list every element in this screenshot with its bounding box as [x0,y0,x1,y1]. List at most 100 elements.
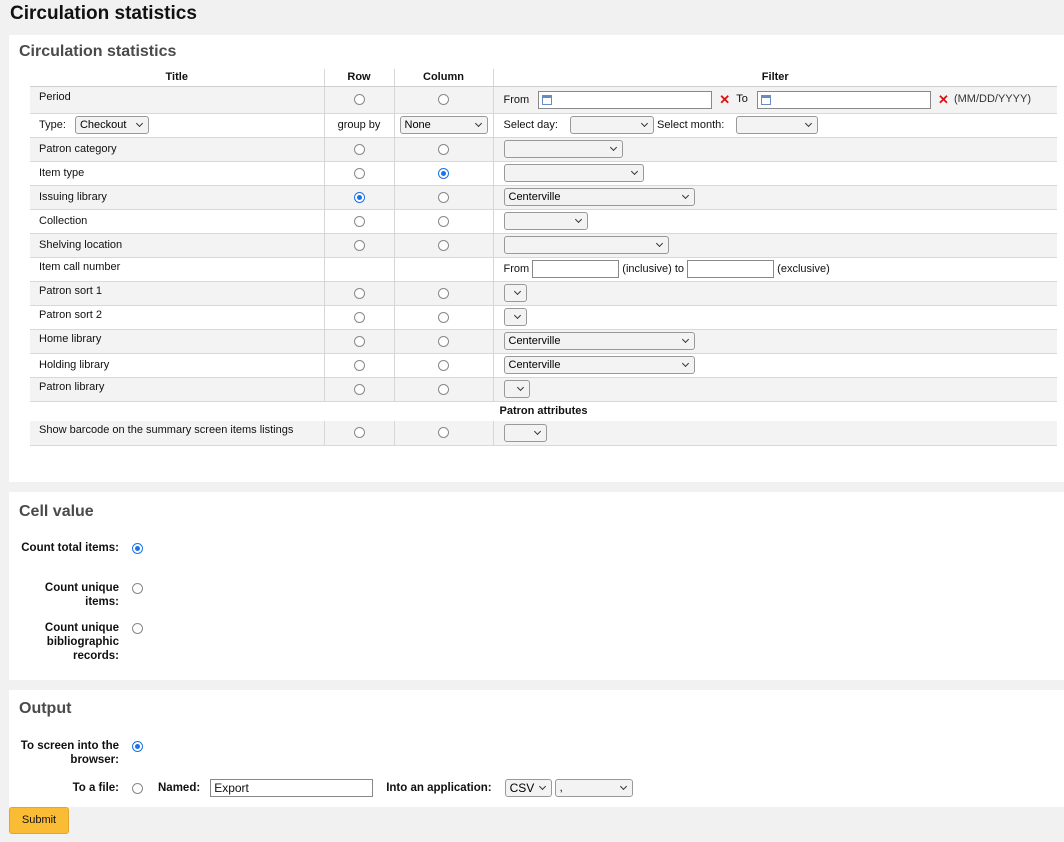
chevron-down-icon [630,167,638,176]
output-heading: Output [19,700,72,717]
chevron-down-icon [640,119,649,128]
column-header-title: Title [30,69,325,87]
patron-sort-1-row-radio[interactable] [353,287,365,299]
delimiter-select[interactable]: , [554,779,633,797]
clear-from-icon[interactable]: ✕ [719,91,731,107]
item-type-filter-select[interactable] [503,164,644,182]
table-row-type: Type: Checkout group by None Select day:… [30,113,1057,137]
from-label: From [503,262,530,275]
chevron-down-icon [609,143,617,152]
patron-category-filter-select[interactable] [503,140,623,158]
select-day-label: Select day: [503,118,558,131]
select-month-select[interactable] [736,116,819,134]
table-row-home-library: Home library Centerville [30,329,1057,353]
holding-library-column-radio[interactable] [438,359,449,371]
exclusive-label: (exclusive) [777,262,830,275]
table-row-period: Period From ✕ To ✕ (MM/DD/YYYY) [30,86,1057,113]
issuing-library-filter-select[interactable]: Centerville [503,188,695,206]
patron-sort-2-row-radio[interactable] [353,311,365,323]
shelving-location-column-radio[interactable] [438,239,449,251]
count-total-items-radio[interactable] [132,543,143,554]
named-label: Named: [158,782,201,794]
collection-column-radio[interactable] [438,215,449,227]
collection-row-radio[interactable] [353,215,365,227]
type-label: Type: [39,118,66,131]
holding-library-filter-select[interactable]: Centerville [503,356,695,374]
chevron-down-icon [513,311,521,320]
into-application-label: Into an application: [386,782,492,794]
group-by-label: group by [324,113,395,137]
from-label: From [503,93,530,106]
home-library-column-radio[interactable] [438,335,449,347]
row-label: Patron library [30,377,325,401]
patron-library-filter-select[interactable] [503,380,530,398]
clear-to-icon[interactable]: ✕ [938,91,949,107]
count-unique-items-radio[interactable] [132,583,143,594]
patron-category-column-radio[interactable] [438,143,449,155]
home-library-row-radio[interactable] [353,335,365,347]
count-total-items-option: Count total items: [9,541,143,555]
chevron-down-icon [538,782,546,791]
statistics-heading: Circulation statistics [19,43,177,60]
format-select[interactable]: CSV [504,779,552,797]
count-unique-biblio-label: Count unique bibliographic records: [44,622,119,662]
period-to-input[interactable] [756,90,931,109]
patron-attributes-heading: Patron attributes [30,401,1057,421]
count-unique-biblio-radio[interactable] [132,623,143,634]
chevron-down-icon [655,239,663,248]
chevron-down-icon [681,335,689,344]
count-total-items-label: Count total items: [21,542,119,554]
collection-filter-select[interactable] [503,212,588,230]
inclusive-label: (inclusive) to [622,262,685,275]
call-number-from-input[interactable] [532,260,620,278]
row-label: Item call number [30,257,325,281]
shelving-location-row-radio[interactable] [353,239,365,251]
chevron-down-icon [513,287,521,296]
calendar-icon[interactable] [760,94,771,105]
issuing-library-row-radio[interactable] [353,191,365,203]
date-format-hint: (MM/DD/YYYY) [953,93,1031,106]
period-column-radio[interactable] [438,94,449,106]
row-label: Issuing library [30,185,325,209]
to-screen-label: To screen into the browser: [20,740,119,766]
patron-category-row-radio[interactable] [353,143,365,155]
group-by-select[interactable]: None [399,116,488,134]
submit-button[interactable]: Submit [9,807,69,834]
patron-sort-1-column-radio[interactable] [438,287,449,299]
period-row-radio[interactable] [353,94,365,106]
patron-library-column-radio[interactable] [438,383,449,395]
show-barcode-column-radio[interactable] [438,427,449,439]
table-row-patron-sort-2: Patron sort 2 [30,305,1057,329]
chevron-down-icon [533,427,541,435]
table-row-show-barcode: Show barcode on the summary screen items… [30,421,1057,445]
patron-sort-2-filter-select[interactable] [503,308,527,326]
holding-library-row-radio[interactable] [353,359,365,371]
type-select[interactable]: Checkout [74,116,149,134]
count-unique-items-option: Count unique items: [9,581,143,609]
call-number-to-input[interactable] [687,260,775,278]
calendar-icon[interactable] [542,94,553,105]
issuing-library-column-radio[interactable] [438,191,449,203]
count-unique-items-label: Count unique items: [44,582,119,608]
row-label: Show barcode on the summary screen items… [30,421,325,445]
to-file-radio[interactable] [132,782,143,794]
patron-library-row-radio[interactable] [353,383,365,395]
shelving-location-filter-select[interactable] [503,236,669,254]
item-type-row-radio[interactable] [353,167,365,179]
output-panel: Output To screen into the browser: To a … [9,690,1064,807]
chevron-down-icon [135,119,144,128]
patron-sort-2-column-radio[interactable] [438,311,449,323]
patron-sort-1-filter-select[interactable] [503,284,527,302]
column-header-filter: Filter [493,69,1057,87]
row-label: Item type [30,161,325,185]
item-type-column-radio[interactable] [438,167,449,179]
show-barcode-filter-select[interactable] [503,423,547,442]
table-row-patron-sort-1: Patron sort 1 [30,281,1057,305]
to-screen-radio[interactable] [132,741,143,752]
home-library-filter-select[interactable]: Centerville [503,332,695,350]
select-day-select[interactable] [569,116,654,134]
count-unique-biblio-option: Count unique bibliographic records: [9,621,143,663]
file-name-input[interactable]: Export [210,779,374,797]
period-from-input[interactable] [538,90,713,109]
show-barcode-row-radio[interactable] [353,427,365,439]
